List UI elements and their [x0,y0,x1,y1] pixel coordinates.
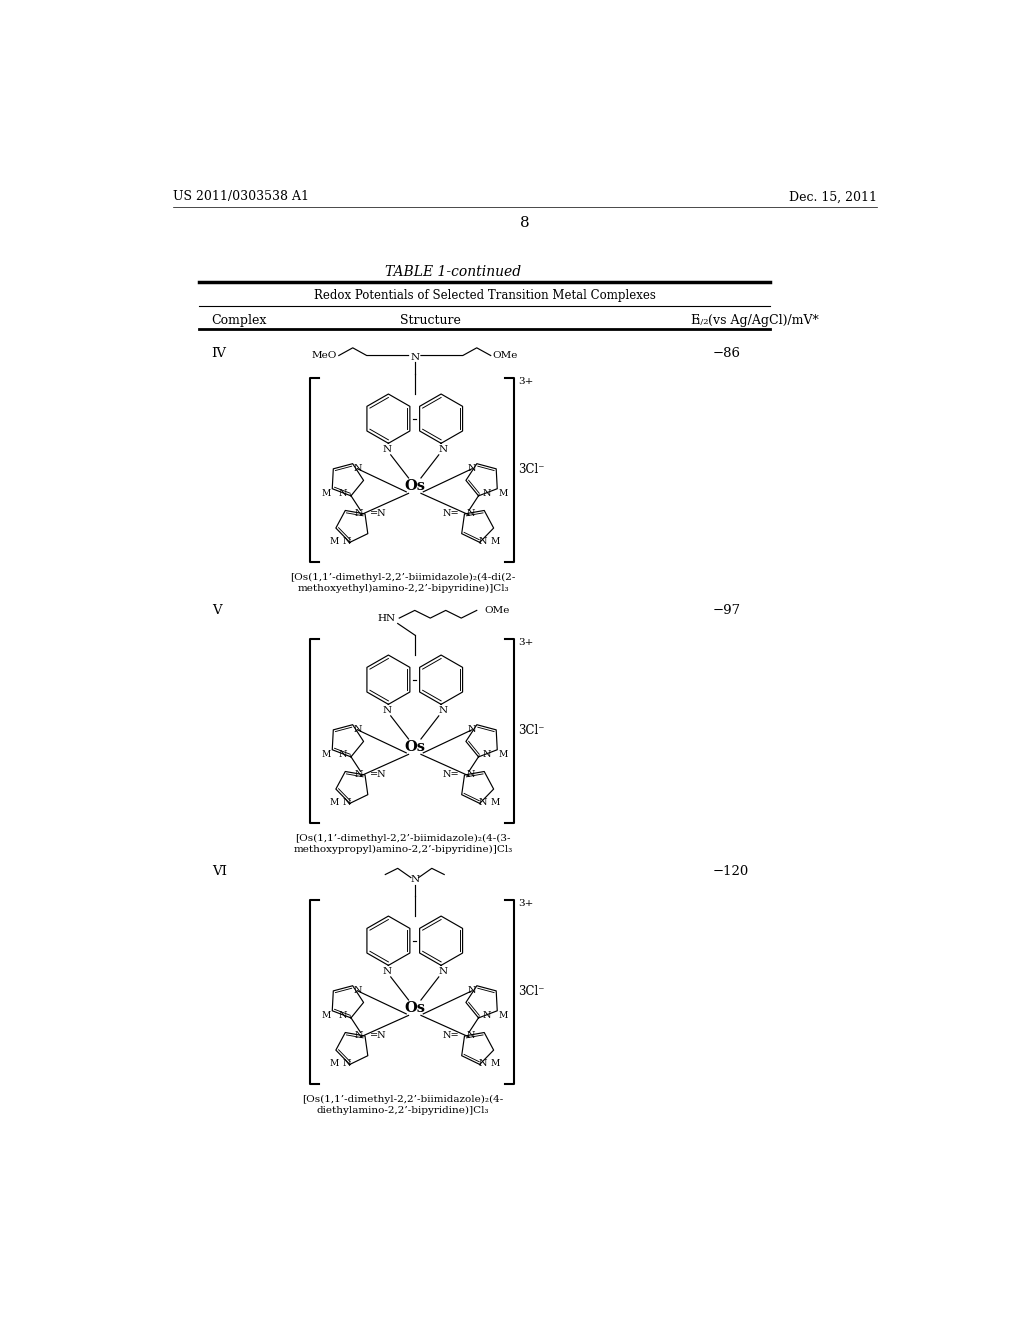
Text: N: N [466,770,475,779]
Text: OMe: OMe [484,606,510,615]
Text: V: V [212,603,221,616]
Text: M: M [322,488,331,498]
Text: N: N [353,725,361,734]
Text: 3+: 3+ [518,378,534,387]
Text: Redox Potentials of Selected Transition Metal Complexes: Redox Potentials of Selected Transition … [313,289,655,302]
Text: Os: Os [404,479,425,492]
Text: =N: =N [370,1031,386,1040]
Text: N: N [382,968,391,975]
Text: N: N [478,797,487,807]
Text: 3Cl⁻: 3Cl⁻ [518,986,545,998]
Text: HN: HN [377,614,395,623]
Text: Structure: Structure [399,314,461,326]
Text: Complex: Complex [212,314,267,326]
Text: N: N [468,725,476,734]
Text: =N: =N [370,510,386,517]
Text: −120: −120 [713,865,750,878]
Text: =N: =N [370,770,386,779]
Text: [Os(1,1’-dimethyl-2,2’-biimidazole)₂(4-di(2-: [Os(1,1’-dimethyl-2,2’-biimidazole)₂(4-d… [291,573,516,582]
Text: M: M [330,537,339,545]
Text: diethylamino-2,2’-bipyridine)]Cl₃: diethylamino-2,2’-bipyridine)]Cl₃ [316,1106,489,1114]
Text: N: N [478,537,487,545]
Text: N: N [342,537,351,545]
Text: −86: −86 [713,347,741,360]
Text: methoxyethyl)amino-2,2’-bipyridine)]Cl₃: methoxyethyl)amino-2,2’-bipyridine)]Cl₃ [297,583,509,593]
Text: [Os(1,1’-dimethyl-2,2’-biimidazole)₂(4-(3-: [Os(1,1’-dimethyl-2,2’-biimidazole)₂(4-(… [295,834,511,843]
Text: [Os(1,1’-dimethyl-2,2’-biimidazole)₂(4-: [Os(1,1’-dimethyl-2,2’-biimidazole)₂(4- [302,1094,504,1104]
Text: M: M [490,1059,500,1068]
Text: 8: 8 [520,216,529,230]
Text: E: E [690,314,699,326]
Text: M: M [490,797,500,807]
Text: M: M [330,1059,339,1068]
Text: 3Cl⁻: 3Cl⁻ [518,725,545,738]
Text: M: M [330,797,339,807]
Text: N: N [438,968,447,975]
Text: N: N [411,875,419,883]
Text: N: N [354,770,364,779]
Text: M: M [322,750,331,759]
Text: 3+: 3+ [518,639,534,647]
Text: N: N [468,465,476,473]
Text: US 2011/0303538 A1: US 2011/0303538 A1 [173,190,309,203]
Text: N: N [468,986,476,995]
Text: N: N [482,750,492,759]
Text: Dec. 15, 2011: Dec. 15, 2011 [788,190,877,203]
Text: N: N [338,750,347,759]
Text: N: N [353,986,361,995]
Text: N: N [342,797,351,807]
Text: N: N [482,1011,492,1020]
Text: (vs Ag/AgCl)/mV*: (vs Ag/AgCl)/mV* [708,314,818,326]
Text: M: M [322,1011,331,1020]
Text: N: N [478,1059,487,1068]
Text: M: M [499,750,508,759]
Text: N: N [338,1011,347,1020]
Text: N: N [342,1059,351,1068]
Text: TABLE 1-continued: TABLE 1-continued [385,264,521,279]
Text: M: M [499,488,508,498]
Text: 3+: 3+ [518,899,534,908]
Text: −97: −97 [713,603,741,616]
Text: 1/2: 1/2 [696,318,710,326]
Text: N: N [382,706,391,715]
Text: N: N [353,465,361,473]
Text: IV: IV [212,347,226,360]
Text: 3Cl⁻: 3Cl⁻ [518,463,545,477]
Text: VI: VI [212,865,226,878]
Text: OMe: OMe [493,351,517,360]
Text: N=: N= [443,510,460,517]
Text: N: N [338,488,347,498]
Text: N=: N= [443,770,460,779]
Text: N: N [411,352,419,362]
Text: M: M [499,1011,508,1020]
Text: N: N [466,510,475,517]
Text: MeO: MeO [312,351,337,360]
Text: N: N [438,706,447,715]
Text: Os: Os [404,739,425,754]
Text: M: M [490,537,500,545]
Text: N: N [482,488,492,498]
Text: methoxypropyl)amino-2,2’-bipyridine)]Cl₃: methoxypropyl)amino-2,2’-bipyridine)]Cl₃ [294,845,513,854]
Text: N: N [382,445,391,454]
Text: N: N [354,510,364,517]
Text: N=: N= [443,1031,460,1040]
Text: Os: Os [404,1001,425,1015]
Text: N: N [354,1031,364,1040]
Text: N: N [466,1031,475,1040]
Text: N: N [438,445,447,454]
